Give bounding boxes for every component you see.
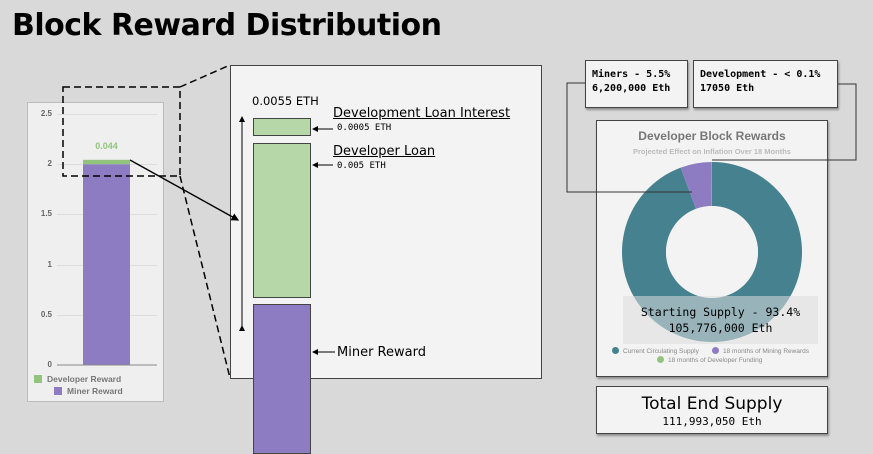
legend-swatch <box>34 375 42 383</box>
y-tick-label: 1.5 <box>40 209 52 219</box>
development-callout-text: Development - < 0.1% 17050 Eth <box>700 69 821 94</box>
legend-dot <box>612 347 619 354</box>
y-tick-label: 0 <box>47 360 52 369</box>
legend-label: 18 months of Developer Funding <box>668 357 763 364</box>
miners-connector <box>566 82 692 193</box>
donut-subtitle: Projected Effect on Inflation Over 18 Mo… <box>633 147 791 156</box>
interest-value: 0.0005 ETH <box>337 123 392 133</box>
donut-hole <box>666 206 758 298</box>
legend-label: Developer Reward <box>47 374 122 384</box>
donut-slice <box>711 162 712 207</box>
miner-reward-bar <box>253 304 311 454</box>
zoom-line-top <box>179 64 231 88</box>
legend-label: 18 months of Mining Rewards <box>723 348 809 355</box>
developer-loan-bar <box>253 143 311 298</box>
development-interest-bar <box>253 118 311 136</box>
total-developer-eth: 0.0055 ETH <box>252 94 319 108</box>
total-end-supply-label: Total End Supply <box>641 394 783 414</box>
legend-dot <box>712 347 719 354</box>
donut-legend-developer: 18 months of Developer Funding <box>657 356 762 364</box>
y-tick-label: 2.5 <box>40 109 52 118</box>
legend-label: Miner Reward <box>67 386 123 396</box>
legend-swatch <box>54 387 62 395</box>
zoom-line-bottom <box>179 175 231 379</box>
total-end-supply-card: Total End Supply 111,993,050 Eth <box>596 386 828 434</box>
y-tick-label: 0.5 <box>40 309 52 319</box>
miner-reward-label: Miner Reward <box>337 345 426 360</box>
starting-supply-percent: Starting Supply - 93.4% <box>640 305 801 319</box>
starting-supply-eth: 105,776,000 Eth <box>668 321 773 335</box>
donut-legend-mining: 18 months of Mining Rewards <box>712 347 809 355</box>
legend-miner-reward: Miner Reward <box>54 386 123 396</box>
donut-title: Developer Block Rewards <box>638 129 786 143</box>
page-title: Block Reward Distribution <box>12 8 442 43</box>
starting-supply-overlay: Starting Supply - 93.4% 105,776,000 Eth <box>623 296 818 344</box>
zoom-region-box <box>62 86 181 177</box>
bar-developer-reward <box>83 159 130 165</box>
y-tick-label: 2 <box>47 159 52 169</box>
loan-value: 0.005 ETH <box>337 161 386 171</box>
gridline <box>57 114 157 115</box>
miners-callout: Miners - 5.5% 6,200,000 Eth <box>585 60 688 108</box>
legend-label: Current Circulating Supply <box>623 348 699 355</box>
zoom-arrow <box>129 159 240 221</box>
total-end-supply-value: 111,993,050 Eth <box>662 415 762 428</box>
development-connector <box>712 83 857 161</box>
bar-data-label: 0.044 <box>95 141 118 151</box>
loan-label: Developer Loan <box>333 144 436 159</box>
interest-label: Development Loan Interest <box>333 106 511 121</box>
miners-callout-text: Miners - 5.5% 6,200,000 Eth <box>592 69 671 94</box>
donut-legend-circulating: Current Circulating Supply <box>612 347 699 355</box>
legend-dot <box>657 356 664 363</box>
donut-slice <box>680 162 712 209</box>
development-callout: Development - < 0.1% 17050 Eth <box>693 60 838 108</box>
legend-developer-reward: Developer Reward <box>34 374 121 384</box>
y-tick-label: 1 <box>47 259 52 269</box>
bar-miner-reward <box>83 164 130 365</box>
